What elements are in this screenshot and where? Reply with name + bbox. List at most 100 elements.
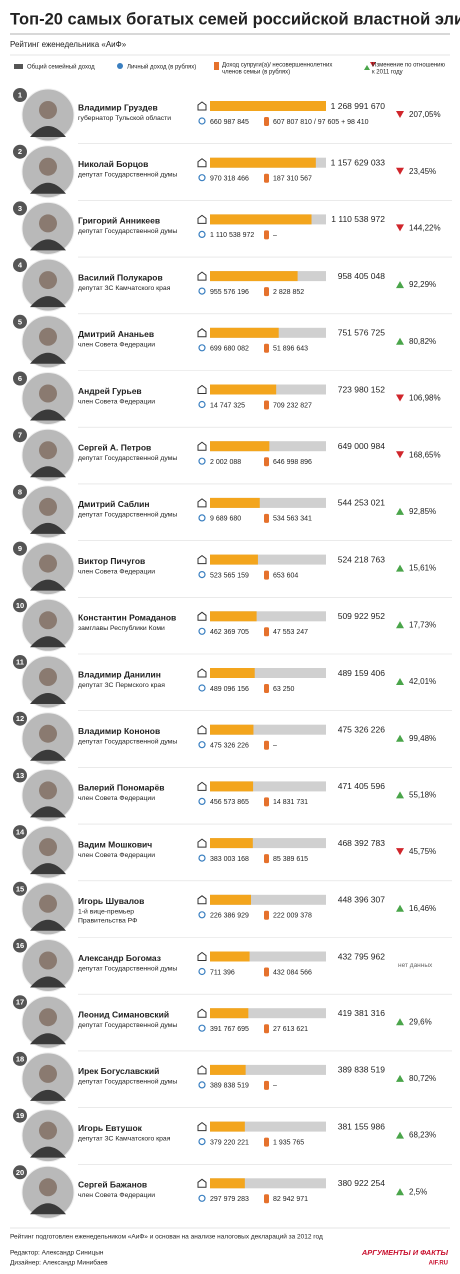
total-icon (197, 554, 207, 565)
total: 432 795 962 (338, 951, 386, 961)
name: Игорь Евтушок (78, 1123, 143, 1133)
change: 207,05% (409, 110, 441, 119)
spouse-icon (264, 1080, 269, 1090)
personal-icon (198, 400, 206, 409)
rank-badge (13, 598, 27, 613)
change: 80,72% (409, 1074, 436, 1083)
personal: 660 987 845 (210, 119, 249, 126)
legend-total: Общий семейный доход (27, 64, 95, 71)
change: 92,29% (409, 280, 436, 289)
name: Сергей Бажанов (78, 1180, 147, 1190)
personal-icon (198, 514, 206, 522)
legend-spouse: членов семьи (в рублях) (222, 70, 290, 76)
total-icon (197, 441, 207, 451)
total: 381 155 986 (338, 1121, 386, 1131)
photo-face (39, 781, 57, 800)
name: Виктор Пичугов (78, 556, 145, 566)
position: депутат Государственной думы (78, 454, 177, 462)
spouse: – (273, 743, 277, 750)
bar (210, 781, 254, 792)
personal-icon (198, 911, 206, 919)
total: 1 268 991 670 (331, 101, 386, 111)
name: Игорь Шувалов (78, 896, 144, 906)
name: Сергей А. Петров (78, 442, 151, 452)
change: 42,01% (409, 677, 436, 686)
personal: 2 002 088 (210, 459, 241, 466)
personal: 383 003 168 (210, 856, 249, 863)
photo-figure (30, 976, 66, 988)
rows: 1 Владимир Груздев губернатор Тульской обл… (13, 88, 452, 1219)
trend-up (396, 564, 404, 572)
rank: 6 (18, 374, 22, 383)
total: 524 218 763 (338, 554, 386, 564)
total-icon (197, 158, 207, 168)
rank-badge (13, 938, 27, 953)
bar-track (210, 497, 326, 508)
change: 16,46% (409, 904, 436, 913)
position: депутат Государственной думы (78, 1078, 177, 1086)
photo-face (39, 1064, 57, 1083)
bar (210, 894, 251, 905)
photo-face (39, 611, 57, 630)
personal-icon (198, 1137, 206, 1146)
trend-down (396, 224, 404, 232)
spouse: 432 084 566 (273, 969, 312, 976)
spouse-icon (264, 1024, 269, 1034)
personal: 1 110 538 972 (210, 232, 254, 239)
name: Андрей Гурьев (78, 386, 142, 396)
total: 380 922 254 (338, 1178, 386, 1188)
bar (210, 327, 279, 338)
spouse: 14 831 731 (273, 799, 308, 806)
personal-icon (198, 684, 206, 692)
bar-track (210, 668, 326, 678)
rank: 20 (16, 1168, 24, 1177)
legend-change: к 2011 году (372, 70, 403, 76)
change: 144,22% (409, 224, 441, 233)
bar (210, 611, 257, 622)
trend-up (396, 281, 404, 289)
photo-figure (30, 919, 66, 931)
personal: 9 689 680 (210, 516, 241, 523)
total: 468 392 783 (338, 838, 386, 848)
legend-change: Изменение по отношению (372, 63, 446, 69)
total-icon (197, 611, 207, 621)
personal: 14 747 325 (210, 402, 245, 409)
name: Леонид Симановский (78, 1009, 169, 1019)
change: 80,82% (409, 337, 436, 346)
rank: 1 (18, 90, 22, 99)
photo-figure (30, 296, 66, 308)
personal-icon (198, 117, 206, 125)
bar (210, 497, 260, 508)
position: замглавы Республики Коми (78, 624, 165, 632)
photo-figure (30, 409, 66, 421)
rank-badge (13, 258, 27, 273)
spouse: 2 828 852 (273, 289, 304, 296)
site: AIF.RU (429, 1261, 448, 1267)
bar (210, 101, 326, 111)
name: Владимир Груздев (78, 102, 158, 112)
photo-figure (30, 1033, 66, 1045)
rank-badge (13, 88, 27, 102)
photo-figure (30, 239, 66, 251)
name: Константин Ромаданов (78, 613, 176, 623)
position: депутат ЗС Пермского края (78, 682, 165, 689)
bar-track (210, 554, 326, 565)
personal: 970 318 466 (210, 176, 249, 183)
personal-icon (198, 741, 206, 749)
total-icon (197, 1008, 207, 1018)
change: 29,6% (409, 1017, 432, 1026)
spouse-icon (264, 967, 269, 977)
personal-icon (198, 1024, 206, 1032)
personal-icon (198, 570, 206, 579)
name: Дмитрий Ананьев (78, 329, 154, 339)
total-icon (197, 725, 207, 735)
photo-face (39, 724, 57, 743)
name: Николай Борцов (78, 159, 148, 169)
photo-figure (30, 466, 66, 478)
total-icon (197, 1121, 207, 1132)
rank: 8 (18, 487, 22, 496)
rank: 16 (16, 941, 24, 950)
photo-figure (30, 749, 66, 761)
rank-badge (13, 541, 27, 556)
